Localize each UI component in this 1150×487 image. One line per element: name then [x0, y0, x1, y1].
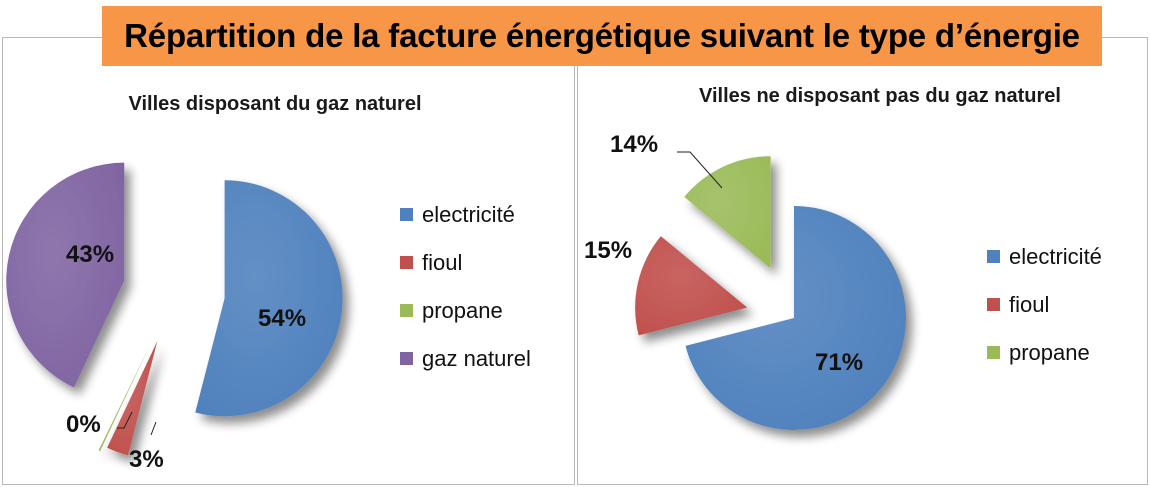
left-leader-line-fioul	[150, 421, 157, 436]
left-slice-gaz-naturel	[6, 162, 125, 388]
left-label-electricite: 54%	[258, 305, 306, 332]
right-legend-swatch-fioul	[987, 298, 1000, 311]
left-slice-electricite	[195, 180, 343, 417]
right-label-electricite: 71%	[815, 349, 863, 376]
left-legend-swatch-fioul	[400, 256, 413, 269]
chart-title-left: Villes disposant du gaz naturel	[128, 93, 422, 115]
left-label-propane: 0%	[66, 411, 101, 438]
left-slice-propane	[98, 344, 151, 452]
right-slice-electricite	[685, 206, 907, 430]
left-label-fioul: 3%	[129, 446, 164, 473]
right-slice-propane	[684, 156, 771, 269]
left-leader-line-propane	[117, 411, 133, 429]
right-legend-label-fioul: fioul	[1009, 292, 1049, 317]
left-legend-label-fioul: fioul	[422, 250, 462, 275]
left-legend-label-propane: propane	[422, 298, 503, 323]
left-label-gaz-naturel: 43%	[66, 241, 114, 268]
right-slice-fioul	[635, 236, 748, 336]
left-slice-fioul	[107, 340, 158, 456]
right-pie	[635, 156, 907, 430]
right-legend-swatch-propane	[987, 346, 1000, 359]
right-label-propane: 14%	[610, 131, 658, 158]
left-legend-swatch-propane	[400, 304, 413, 317]
main-title: Répartition de la facture énergétique su…	[102, 6, 1102, 66]
right-leader-line-propane	[677, 151, 723, 189]
left-legend-swatch-electricite	[400, 208, 413, 221]
right-legend-label-propane: propane	[1009, 340, 1090, 365]
right-label-fioul: 15%	[584, 237, 632, 264]
chart-title-right: Villes ne disposant pas du gaz naturel	[699, 85, 1061, 107]
right-legend-label-electricite: electricité	[1009, 244, 1102, 269]
left-legend-label-gaz-naturel: gaz naturel	[422, 346, 531, 371]
right-legend-swatch-electricite	[987, 250, 1000, 263]
left-pie	[6, 162, 343, 456]
left-legend-swatch-gaz-naturel	[400, 352, 413, 365]
left-legend-label-electricite: electricité	[422, 202, 515, 227]
